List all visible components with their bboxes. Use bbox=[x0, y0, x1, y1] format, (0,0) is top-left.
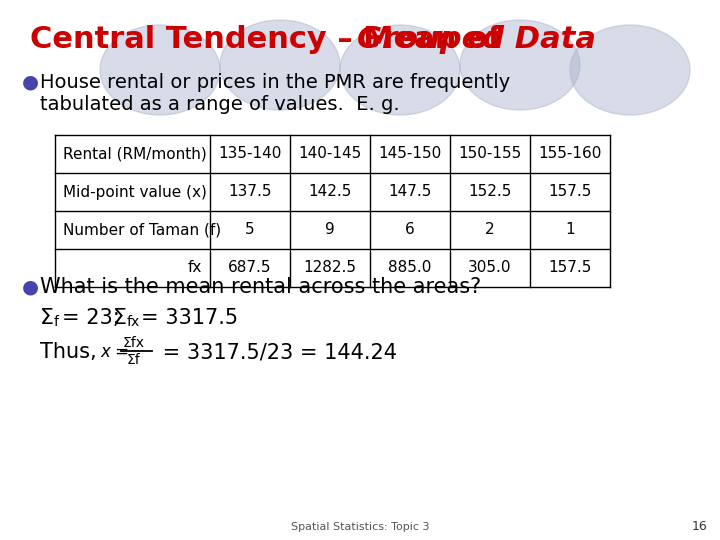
Text: Grouped Data: Grouped Data bbox=[357, 25, 596, 55]
Text: 137.5: 137.5 bbox=[228, 185, 271, 199]
Text: Spatial Statistics: Topic 3: Spatial Statistics: Topic 3 bbox=[291, 522, 429, 532]
Ellipse shape bbox=[340, 25, 460, 115]
Text: 150-155: 150-155 bbox=[459, 146, 521, 161]
Text: 135-140: 135-140 bbox=[218, 146, 282, 161]
Text: 1: 1 bbox=[565, 222, 575, 238]
Text: = 23;: = 23; bbox=[62, 308, 120, 328]
Text: f: f bbox=[54, 315, 59, 329]
Text: 142.5: 142.5 bbox=[308, 185, 351, 199]
Text: 885.0: 885.0 bbox=[388, 260, 432, 275]
Text: fx: fx bbox=[127, 315, 140, 329]
Text: 157.5: 157.5 bbox=[549, 260, 592, 275]
Ellipse shape bbox=[570, 25, 690, 115]
Text: 157.5: 157.5 bbox=[549, 185, 592, 199]
Text: = 3317.5: = 3317.5 bbox=[141, 308, 238, 328]
Text: ●: ● bbox=[22, 72, 39, 91]
Text: Mid-point value (x): Mid-point value (x) bbox=[63, 185, 207, 199]
Text: fx: fx bbox=[188, 260, 202, 275]
Text: ●: ● bbox=[22, 278, 39, 296]
Text: x =: x = bbox=[100, 343, 129, 361]
Text: Rental (RM/month): Rental (RM/month) bbox=[63, 146, 207, 161]
Text: 687.5: 687.5 bbox=[228, 260, 271, 275]
Text: Σ: Σ bbox=[40, 308, 54, 328]
Text: Thus,: Thus, bbox=[40, 342, 96, 362]
Text: Central Tendency – Mean of: Central Tendency – Mean of bbox=[30, 25, 512, 55]
Text: 147.5: 147.5 bbox=[388, 185, 432, 199]
Text: 6: 6 bbox=[405, 222, 415, 238]
Text: tabulated as a range of values.  E. g.: tabulated as a range of values. E. g. bbox=[40, 94, 400, 113]
Text: Σfx: Σfx bbox=[123, 336, 145, 350]
Text: House rental or prices in the PMR are frequently: House rental or prices in the PMR are fr… bbox=[40, 72, 510, 91]
Ellipse shape bbox=[100, 25, 220, 115]
Text: Σ: Σ bbox=[113, 308, 127, 328]
Ellipse shape bbox=[460, 20, 580, 110]
Text: Σf: Σf bbox=[127, 353, 140, 367]
Text: 305.0: 305.0 bbox=[468, 260, 512, 275]
Ellipse shape bbox=[220, 20, 340, 110]
Text: 140-145: 140-145 bbox=[298, 146, 361, 161]
Text: 155-160: 155-160 bbox=[539, 146, 602, 161]
Text: 152.5: 152.5 bbox=[468, 185, 512, 199]
Text: 145-150: 145-150 bbox=[379, 146, 441, 161]
Text: = 3317.5/23 = 144.24: = 3317.5/23 = 144.24 bbox=[156, 342, 397, 362]
Text: 16: 16 bbox=[692, 521, 708, 534]
Text: What is the mean rental across the areas?: What is the mean rental across the areas… bbox=[40, 277, 481, 297]
Text: Number of Taman (f): Number of Taman (f) bbox=[63, 222, 221, 238]
Text: 9: 9 bbox=[325, 222, 335, 238]
Text: 5: 5 bbox=[246, 222, 255, 238]
Text: 1282.5: 1282.5 bbox=[304, 260, 356, 275]
Text: 2: 2 bbox=[485, 222, 495, 238]
